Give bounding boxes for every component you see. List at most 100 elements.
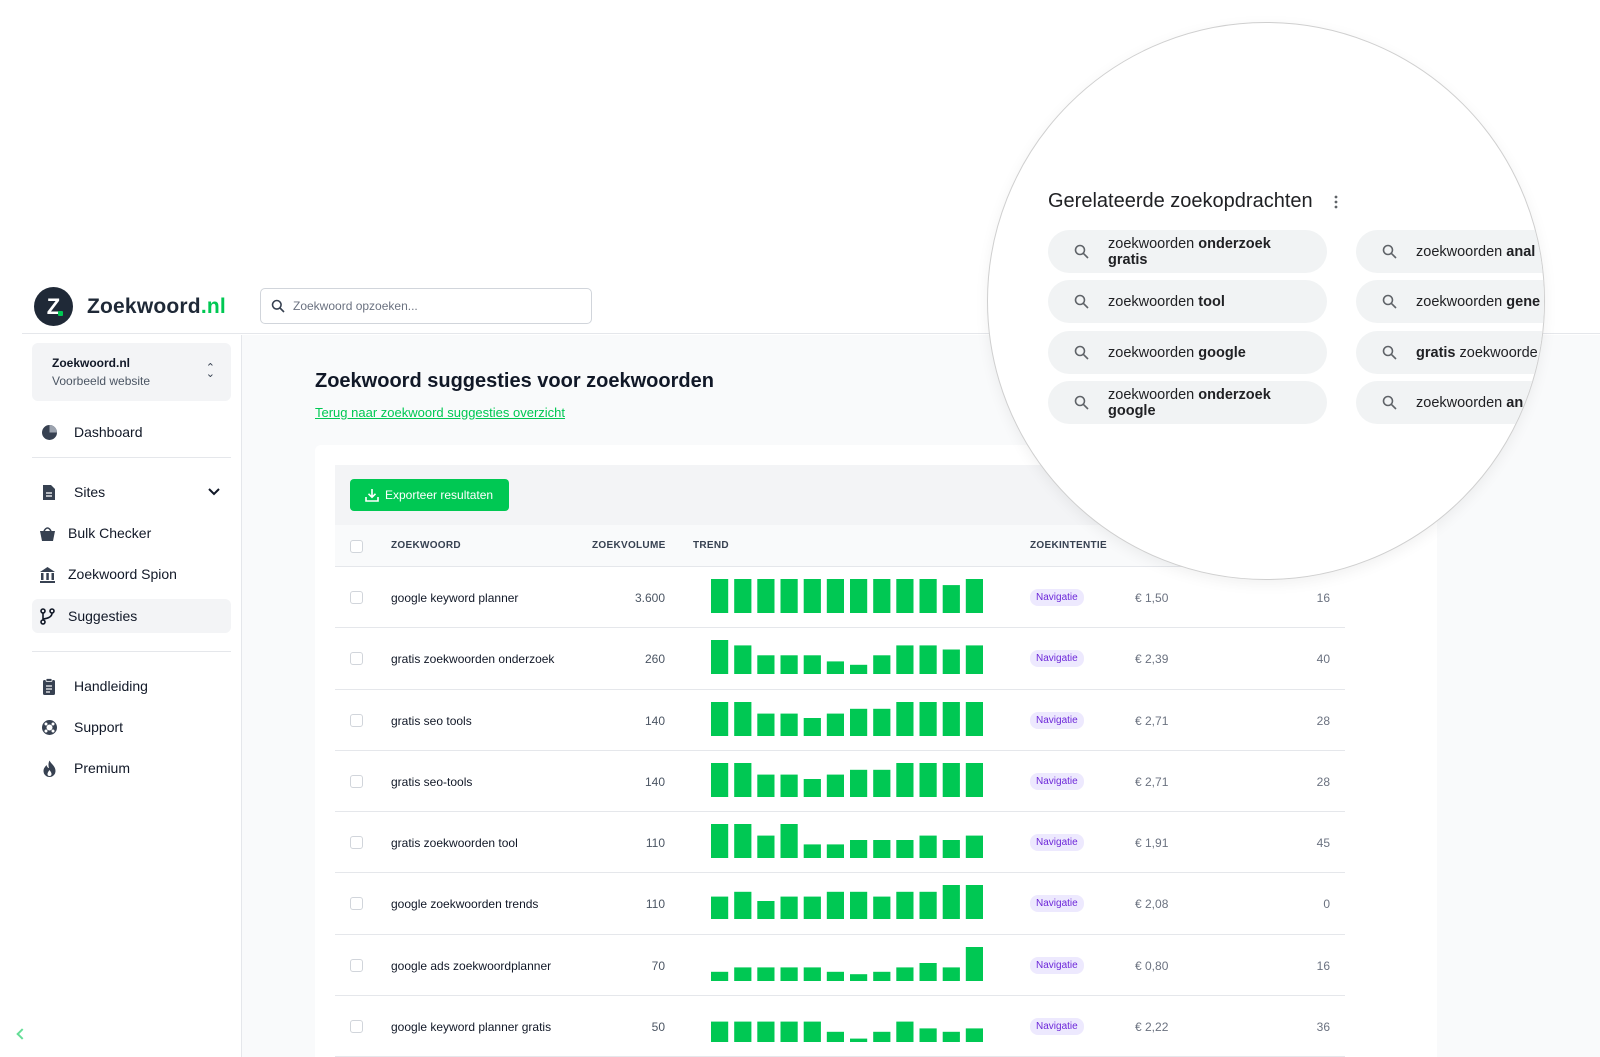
intent-badge: Navigatie: [1030, 895, 1084, 913]
trend-bar: [896, 840, 914, 859]
trend-bar: [757, 967, 775, 981]
row-checkbox[interactable]: [350, 774, 363, 788]
trend-bar: [803, 717, 821, 736]
chip-label-bold: google: [1198, 344, 1246, 361]
keyword-cell[interactable]: google keyword planner: [391, 591, 519, 605]
results-card: Exporteer resultaten ZOEKWOORD ZOEKVOLUM…: [315, 445, 1437, 1057]
trend-bar: [803, 655, 821, 675]
branch-icon: [38, 607, 56, 625]
cpc-cell: € 2,71: [1135, 774, 1169, 789]
header-intent[interactable]: ZOEKINTENTIE: [1030, 540, 1107, 551]
trend-bar: [919, 835, 937, 859]
trend-bar: [734, 579, 752, 613]
sidebar-item-handleiding[interactable]: Handleiding: [32, 669, 231, 703]
row-checkbox[interactable]: [350, 1020, 363, 1034]
search-icon: [1382, 244, 1397, 259]
trend-bar: [896, 579, 914, 613]
row-checkbox[interactable]: [350, 591, 363, 604]
sidebar-item-sites[interactable]: Sites: [32, 475, 231, 509]
trend-bar: [873, 708, 891, 736]
clipboard-icon: [40, 677, 58, 695]
sidebar-item-premium[interactable]: Premium: [32, 751, 231, 785]
chip-label: zoekwoorden onderzoek gratis: [1108, 236, 1307, 268]
related-search-chip[interactable]: zoekwoorden onderzoek google: [1048, 381, 1327, 424]
related-search-chip[interactable]: zoekwoorden google: [1048, 331, 1327, 374]
header-keyword[interactable]: ZOEKWOORD: [391, 540, 461, 551]
sidebar-item-support[interactable]: Support: [32, 710, 231, 744]
search-icon: [1382, 345, 1397, 360]
volume-cell: 110: [645, 836, 665, 851]
trend-bar: [850, 665, 868, 675]
search-input[interactable]: [293, 299, 573, 313]
related-search-chip[interactable]: zoekwoorden tool: [1048, 280, 1327, 323]
trend-bar: [850, 973, 868, 981]
trend-bar: [942, 885, 960, 920]
table-row[interactable]: gratis zoekwoorden onderzoek 260 Navigatie…: [335, 628, 1345, 690]
keyword-cell[interactable]: gratis seo-tools: [391, 774, 473, 789]
brand-logo[interactable]: Z Zoekwoord.nl: [34, 287, 226, 326]
table-row[interactable]: google ads zoekwoordplanner 70 Navigatie € …: [335, 934, 1345, 997]
keyword-cell[interactable]: gratis zoekwoorden tool: [391, 836, 518, 851]
trend-bar: [780, 655, 798, 675]
back-link[interactable]: Terug naar zoekwoord suggesties overzich…: [315, 405, 566, 420]
table-row[interactable]: gratis seo-tools 140 Navigatie € 2,71 28: [335, 750, 1345, 813]
table-row[interactable]: google keyword planner 3.600 Navigatie € 1,…: [335, 567, 1345, 629]
search-box[interactable]: [260, 288, 592, 324]
related-search-chip[interactable]: zoekwoorden anal: [1356, 230, 1544, 273]
cpc-cell: € 2,08: [1135, 897, 1169, 912]
trend-bar: [919, 762, 937, 797]
sidebar-item-bulk-checker[interactable]: Bulk Checker: [32, 516, 231, 550]
search-icon: [1074, 244, 1089, 259]
table-row[interactable]: google keyword planner gratis 50 Navigatie…: [335, 996, 1345, 1057]
trend-bar: [780, 897, 798, 920]
trend-bar: [826, 713, 844, 736]
related-search-chip[interactable]: gratis zoekwoorde: [1356, 331, 1544, 374]
keyword-cell[interactable]: google ads zoekwoordplanner: [391, 958, 552, 973]
difficulty-cell: 0: [1323, 897, 1330, 912]
chip-label: zoekwoorden gene: [1416, 294, 1544, 310]
related-search-chip[interactable]: zoekwoorden an: [1356, 381, 1544, 424]
row-checkbox[interactable]: [350, 836, 363, 850]
chevron-down-icon[interactable]: [207, 484, 221, 501]
sidebar-item-spion[interactable]: Zoekwoord Spion: [32, 557, 231, 591]
intent-badge: Navigatie: [1030, 956, 1084, 974]
row-checkbox[interactable]: [350, 713, 363, 727]
table-row[interactable]: gratis zoekwoorden tool 110 Navigatie € 1,9…: [335, 812, 1345, 874]
trend-bar: [942, 1031, 960, 1043]
keyword-cell[interactable]: gratis zoekwoorden onderzoek: [391, 652, 555, 667]
related-search-chip[interactable]: zoekwoorden onderzoek gratis: [1048, 230, 1327, 273]
trend-bar: [711, 824, 729, 859]
table-row[interactable]: gratis seo tools 140 Navigatie € 2,71 28: [335, 689, 1345, 751]
divider: [32, 651, 231, 652]
intent-badge: Navigatie: [1030, 711, 1084, 729]
trend-bar: [965, 762, 983, 797]
trend-chart: [711, 945, 983, 981]
keyword-cell[interactable]: gratis seo tools: [391, 713, 472, 728]
header-volume[interactable]: ZOEKVOLUME: [592, 540, 666, 551]
keyword-cell[interactable]: google keyword planner gratis: [391, 1020, 552, 1035]
site-switcher[interactable]: Zoekwoord.nl Voorbeeld website ⌃ ⌄: [32, 343, 231, 401]
trend-bar: [919, 892, 937, 920]
search-icon: [1382, 395, 1397, 410]
select-all-checkbox[interactable]: [350, 540, 363, 553]
trend-bar: [873, 971, 891, 981]
trend-bar: [780, 579, 798, 613]
row-checkbox[interactable]: [350, 897, 363, 911]
trend-bar: [896, 892, 914, 920]
keyword-cell[interactable]: google zoekwoorden trends: [391, 897, 539, 912]
export-button[interactable]: Exporteer resultaten: [350, 479, 509, 511]
trend-bar: [896, 645, 914, 675]
row-checkbox[interactable]: [350, 958, 363, 972]
trend-bar: [965, 701, 983, 736]
intent-badge: Navigatie: [1030, 650, 1084, 668]
trend-bar: [965, 885, 983, 920]
row-checkbox[interactable]: [350, 652, 363, 666]
table-row[interactable]: google zoekwoorden trends 110 Navigatie € 2…: [335, 873, 1345, 935]
related-search-chip[interactable]: zoekwoorden gene: [1356, 280, 1544, 323]
chip-label: zoekwoorden onderzoek google: [1108, 387, 1307, 419]
sidebar-item-suggesties[interactable]: Suggesties: [32, 599, 231, 633]
logo-icon: Z: [34, 287, 73, 326]
more-options-icon[interactable]: [1334, 195, 1338, 209]
volume-cell: 140: [644, 713, 665, 728]
sidebar-item-dashboard[interactable]: Dashboard: [32, 415, 231, 449]
